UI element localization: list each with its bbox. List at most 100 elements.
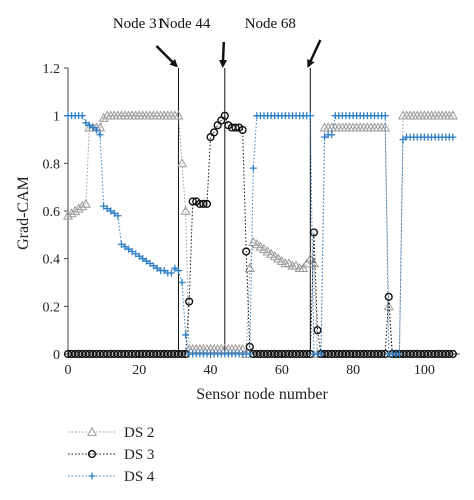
data-point [321, 133, 329, 141]
data-point [177, 349, 187, 359]
data-point [313, 326, 322, 335]
data-point [77, 201, 88, 211]
legend-label: DS 4 [124, 469, 155, 485]
data-point [185, 297, 194, 306]
data-point [66, 208, 77, 218]
series-line [68, 114, 453, 355]
data-point [107, 207, 115, 215]
data-point [249, 164, 257, 172]
data-point [103, 205, 111, 213]
node-arrow [155, 45, 178, 68]
data-point [121, 243, 129, 251]
legend-item: DS 2 [68, 425, 154, 441]
legend-item: DS 4 [68, 469, 155, 485]
node-arrow [219, 41, 228, 68]
data-point [220, 111, 229, 120]
data-point [266, 248, 277, 258]
data-point [308, 258, 319, 268]
data-point [160, 267, 168, 275]
data-point [248, 236, 259, 246]
data-point [309, 228, 318, 237]
data-point [167, 269, 175, 277]
data-point [317, 350, 325, 358]
x-tick-label: 0 [65, 363, 72, 378]
legend: DS 2 DS 3 DS 4 [68, 425, 155, 485]
data-point [238, 125, 247, 135]
data-point [448, 349, 457, 359]
data-point [381, 112, 389, 120]
data-point [135, 252, 143, 260]
y-tick-label: 0.4 [43, 253, 61, 268]
data-point [384, 292, 393, 301]
data-point [117, 240, 125, 248]
data-point [305, 253, 316, 263]
node-label: Node 68 [245, 16, 296, 32]
data-point [150, 262, 158, 270]
data-point [96, 131, 104, 139]
legend-item: DS 3 [68, 447, 154, 463]
data-point [377, 349, 386, 359]
data-point [306, 112, 314, 120]
data-point [262, 246, 273, 256]
data-point [255, 241, 266, 251]
series-line [68, 115, 453, 355]
x-tick-label: 60 [275, 363, 289, 378]
data-point [128, 248, 136, 256]
data-point [139, 255, 147, 263]
y-tick-label: 0 [53, 348, 60, 363]
legend-marker [88, 472, 96, 480]
node-label: Node 44 [159, 16, 211, 32]
data-point [445, 349, 454, 359]
data-point [173, 110, 184, 120]
data-point [85, 121, 93, 129]
legend-label: DS 2 [124, 425, 154, 441]
data-point [142, 257, 150, 265]
data-point [298, 262, 309, 273]
data-point [114, 212, 122, 220]
data-point [246, 350, 254, 358]
data-point [301, 258, 312, 268]
y-tick-label: 0.6 [43, 205, 61, 220]
y-tick-label: 1 [53, 110, 60, 125]
node-arrow [307, 39, 322, 68]
data-point [171, 264, 179, 272]
x-tick-label: 80 [346, 363, 360, 378]
data-point [231, 123, 240, 132]
data-point [176, 158, 188, 168]
data-point [210, 128, 219, 137]
data-point [206, 133, 215, 142]
data-point [302, 349, 311, 359]
data-point [178, 279, 186, 286]
node-label: Node 31 [113, 16, 164, 32]
y-tick-label: 0.8 [43, 157, 61, 172]
data-point [180, 205, 191, 215]
y-tick-label: 0.2 [43, 300, 61, 315]
data-point [276, 255, 287, 265]
x-tick-label: 40 [204, 363, 218, 378]
data-point [399, 136, 407, 143]
data-point [70, 205, 81, 215]
data-point [283, 258, 294, 268]
data-point [153, 264, 161, 272]
data-point [273, 253, 284, 263]
data-point [258, 243, 270, 253]
data-point [89, 124, 97, 132]
data-point [98, 112, 109, 122]
data-point [78, 112, 86, 120]
data-point [449, 133, 457, 141]
data-point [62, 210, 74, 220]
data-point [328, 131, 336, 139]
legend-marker [87, 449, 97, 459]
series-ds-3 [63, 111, 457, 359]
data-point [242, 247, 251, 256]
data-point [132, 250, 140, 258]
data-point [146, 259, 154, 267]
data-point [95, 122, 106, 132]
legend-label: DS 3 [124, 447, 154, 463]
data-point [269, 251, 280, 261]
data-point [202, 199, 212, 208]
y-tick-label: 1.2 [43, 62, 61, 77]
series-ds-4 [64, 112, 457, 358]
